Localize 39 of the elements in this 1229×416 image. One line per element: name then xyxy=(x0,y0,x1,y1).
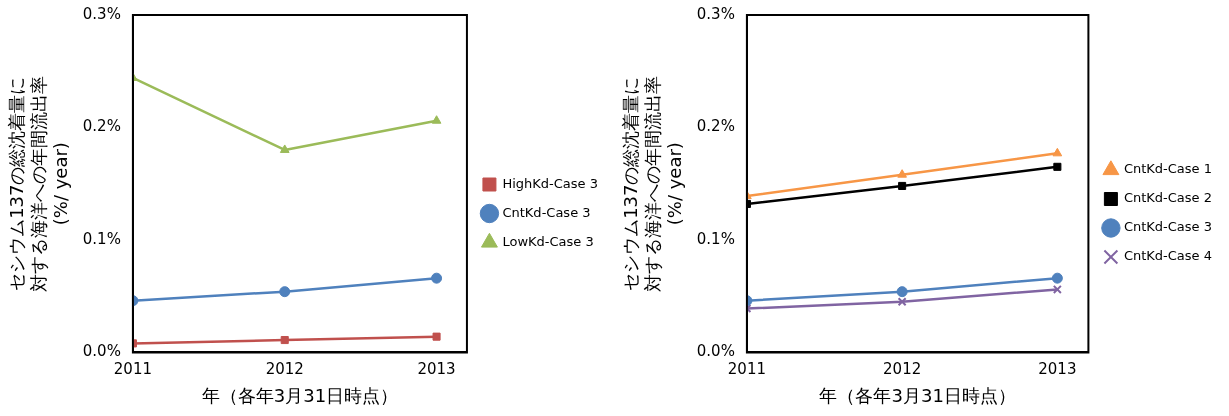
legend-label: CntKd-Case 2 xyxy=(1123,190,1213,206)
y-tick-label: 0.2% xyxy=(696,117,735,136)
point xyxy=(896,286,908,298)
x-tick-label: 2011 xyxy=(113,360,152,379)
point xyxy=(279,286,291,298)
legend-label: LowKd-Case 3 xyxy=(502,233,594,249)
x-tick-label: 2013 xyxy=(1038,360,1077,379)
y-tick-label: 0.0% xyxy=(82,342,121,361)
legend-label: HighKd-Case 3 xyxy=(502,175,599,191)
x-axis-title: 年（各年3月31日時点） xyxy=(201,384,399,406)
point xyxy=(431,272,443,284)
point xyxy=(1052,147,1063,157)
point xyxy=(897,169,907,178)
y-tick-label: 0.3% xyxy=(82,4,121,23)
x-axis-title: 年（各年3月31日時点） xyxy=(819,384,1016,406)
y-axis-title: セシウム137の総沈着量に対する海洋への年間流出率(%/ year) xyxy=(620,75,685,292)
point xyxy=(279,144,290,153)
point xyxy=(897,297,907,307)
y-tick-label: 0.1% xyxy=(696,229,735,248)
y-tick-label: 0.3% xyxy=(696,4,735,23)
x-tick-label: 2013 xyxy=(417,360,456,379)
legend-label: CntKd-Case 4 xyxy=(1123,248,1213,264)
y-tick-label: 0.1% xyxy=(82,229,121,248)
legend-label: CntKd-Case 3 xyxy=(1123,219,1213,235)
x-tick-label: 2012 xyxy=(265,360,304,379)
point xyxy=(1051,272,1063,284)
legend-label: CntKd-Case 1 xyxy=(1123,161,1213,177)
point xyxy=(898,181,907,190)
point xyxy=(431,115,442,124)
y-axis-title: セシウム137の総沈着量に対する海洋への年間流出率(%/ year) xyxy=(6,75,71,292)
legend-label: CntKd-Case 3 xyxy=(502,204,591,220)
x-tick-label: 2012 xyxy=(883,360,922,379)
point xyxy=(432,332,441,341)
y-tick-label: 0.0% xyxy=(696,342,735,361)
point xyxy=(280,335,289,345)
point xyxy=(1052,284,1062,294)
x-tick-label: 2011 xyxy=(727,360,766,379)
point xyxy=(1053,162,1062,171)
y-tick-label: 0.2% xyxy=(82,117,121,136)
